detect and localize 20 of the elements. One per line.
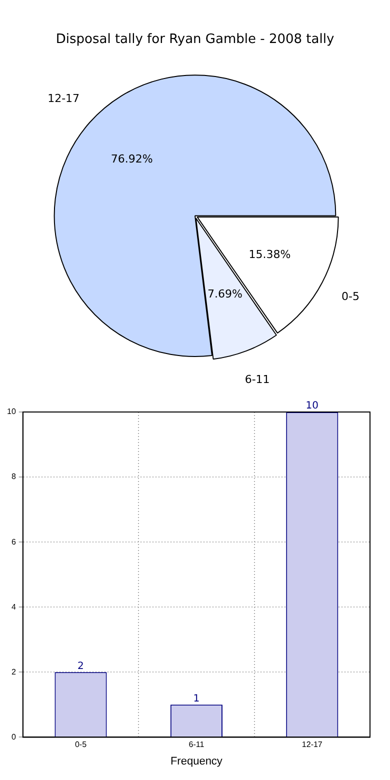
slice-label: 12-17 [48, 92, 80, 106]
slice-label: 0-5 [341, 290, 360, 304]
x-axis-title: Frequency [170, 755, 223, 768]
data-label: 1 [193, 693, 200, 704]
y-tick-label: 2 [11, 667, 16, 676]
chart-title: Disposal tally for Ryan Gamble - 2008 tally [56, 32, 334, 48]
y-tick-label: 0 [11, 732, 16, 742]
y-tick-label: 8 [11, 472, 16, 482]
x-tick-label: 12-17 [302, 740, 323, 750]
data-label: 10 [306, 400, 319, 412]
y-tick-label: 6 [11, 537, 16, 546]
x-tick-label: 0-5 [74, 740, 88, 750]
y-tick-label: 4 [11, 602, 16, 612]
y-tick-label: 10 [6, 407, 16, 416]
data-label: 15.38% [248, 248, 291, 261]
slice-label: 6-11 [244, 372, 270, 386]
data-label: 2 [78, 660, 84, 672]
x-tick-label: 6-11 [188, 740, 205, 750]
data-label: 76.92% [110, 152, 153, 166]
data-label: 7.69% [207, 288, 242, 301]
